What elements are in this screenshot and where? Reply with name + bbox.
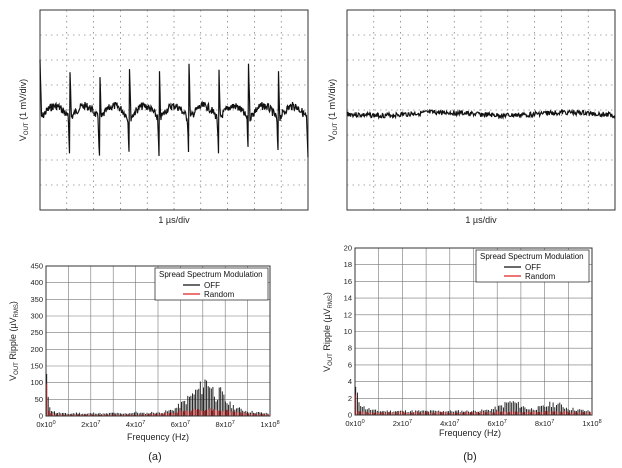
y-tick-label: 350 (30, 295, 43, 304)
y-tick-label: 10 (344, 327, 352, 336)
spectrum-bars (355, 386, 591, 415)
legend-label-off: OFF (525, 263, 541, 272)
scope-panel-spread-off: VOUT (1 mV/div) 1 µs/div (18, 9, 309, 225)
tick-labels: 0 2 4 6 8 10 12 14 16 18 20 0x100 2x107 4x107 6x107 8x1… (344, 244, 602, 429)
y-tick-label: 400 (30, 278, 43, 287)
x-tick-label: 1x108 (260, 420, 279, 429)
spectrum-panel-a: 0 50 100 150 200 250 300 350 400 450 0x100 2x107 4x1… (8, 262, 280, 464)
legend: Spread Spectrum Modulation OFF Random (475, 249, 590, 283)
grid (347, 10, 615, 210)
legend-title: Spread Spectrum Modulation (159, 270, 263, 279)
y-tick-label: 18 (344, 260, 352, 269)
plot-frame (354, 247, 593, 416)
y-tick-label: 0 (39, 412, 43, 421)
y-tick-label: 0 (348, 411, 352, 420)
x-tick-label: 4x107 (440, 419, 459, 428)
x-tick-label: 2x107 (81, 420, 100, 429)
y-tick-label: 150 (30, 362, 43, 371)
x-tick-label: 2x107 (393, 419, 412, 428)
y-axis-label: VOUT (1 mV/div) (327, 79, 339, 141)
spectrum-bars (46, 373, 269, 416)
y-tick-label: 450 (30, 262, 43, 271)
y-axis-label: VOUT Ripple (µVRMS) (322, 292, 334, 372)
y-tick-label: 250 (30, 328, 43, 337)
caption: (b) (463, 451, 476, 463)
legend-label-off: OFF (204, 281, 220, 290)
grid (46, 266, 270, 416)
legend-box (154, 267, 269, 301)
x-tick-label: 0x100 (345, 419, 364, 428)
spectrum-panel-b: 0 2 4 6 8 10 12 14 16 18 20 0x100 2x107 4x107 6x107 8x1… (322, 244, 602, 464)
legend: Spread Spectrum Modulation OFF Random (154, 267, 269, 301)
y-tick-label: 16 (344, 277, 352, 286)
y-tick-label: 4 (348, 377, 352, 386)
y-tick-label: 20 (344, 244, 352, 253)
x-tick-label: 8x107 (216, 420, 235, 429)
x-tick-label: 8x107 (535, 419, 554, 428)
y-tick-label: 14 (344, 294, 352, 303)
x-axis-label: Frequency (Hz) (127, 432, 189, 442)
legend-box (475, 249, 590, 283)
x-tick-label: 0x100 (36, 420, 55, 429)
y-tick-label: 6 (348, 360, 352, 369)
y-axis-label: VOUT Ripple (µVRMS) (8, 301, 20, 381)
legend-title: Spread Spectrum Modulation (480, 252, 584, 261)
y-tick-label: 12 (344, 310, 352, 319)
y-axis-label: VOUT (1 mV/div) (18, 79, 30, 141)
scope-panel-spread-on: VOUT (1 mV/div) 1 µs/div (327, 9, 616, 225)
x-tick-label: 4x107 (126, 420, 145, 429)
legend-label-random: Random (204, 290, 235, 299)
y-tick-label: 300 (30, 312, 43, 321)
x-axis-label: 1 µs/div (158, 215, 190, 225)
caption: (a) (148, 451, 161, 463)
waveform-trace (346, 108, 616, 120)
x-tick-label: 6x107 (488, 419, 507, 428)
tick-labels: 0 50 100 150 200 250 300 350 400 450 0x100 2x107 4x1… (30, 262, 279, 430)
legend-label-random: Random (525, 272, 556, 281)
x-tick-label: 1x108 (582, 419, 601, 428)
x-tick-label: 6x107 (171, 420, 190, 429)
x-axis-label: 1 µs/div (465, 215, 497, 225)
y-tick-label: 2 (348, 394, 352, 403)
waveform-trace (39, 59, 309, 158)
plot-frame (45, 265, 271, 417)
y-tick-label: 200 (30, 345, 43, 354)
grid (40, 10, 308, 210)
y-tick-label: 8 (348, 344, 352, 353)
x-axis-label: Frequency (Hz) (439, 428, 501, 438)
y-tick-label: 50 (35, 395, 43, 404)
y-tick-label: 100 (30, 378, 43, 387)
